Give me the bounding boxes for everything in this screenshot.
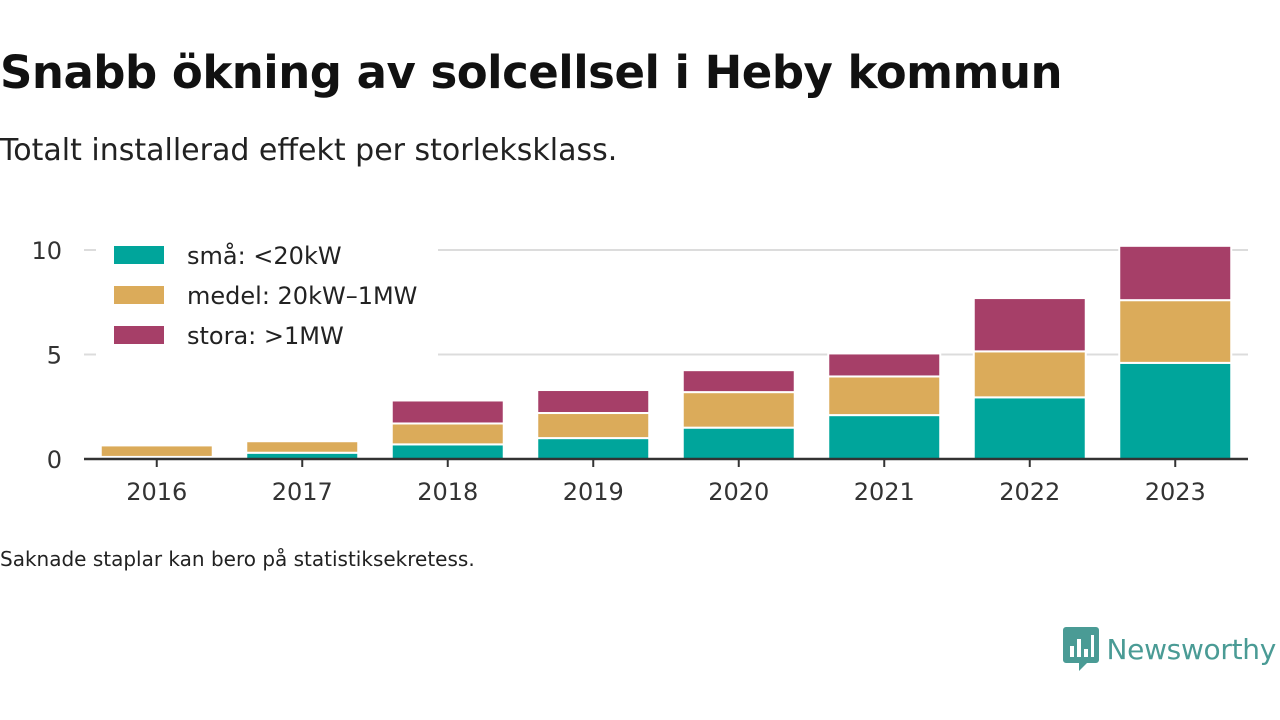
bar-segment-2023-stora xyxy=(1118,244,1233,302)
bar-segment-2022-medel xyxy=(972,350,1087,399)
bar-segment-2018-stora xyxy=(390,399,505,425)
bar-segment-2019-sma xyxy=(536,437,651,461)
bar-segment-2020-sma xyxy=(681,426,796,460)
footnote: Saknade staplar kan bero på statistiksek… xyxy=(0,547,475,571)
legend-label: stora: >1MW xyxy=(187,322,344,350)
x-tick-label: 2023 xyxy=(1145,478,1206,506)
bar-segment-2019-stora xyxy=(536,389,651,415)
brand-name: Newsworthy xyxy=(1106,632,1277,666)
bar-segment-2020-medel xyxy=(681,391,796,429)
bar-segment-2021-stora xyxy=(827,352,942,378)
x-tick-label: 2020 xyxy=(708,478,769,506)
legend-label: medel: 20kW–1MW xyxy=(187,282,417,310)
bar-segment-2017-medel xyxy=(245,440,360,454)
x-tick-label: 2018 xyxy=(417,478,478,506)
legend-swatch xyxy=(114,326,164,344)
y-axis-ticks: 0 5 10 xyxy=(31,237,62,474)
stacked-bar-chart: 0 5 10 2016 2017 2018 2019 2020 2021 2022 2023 sm… xyxy=(31,237,1248,506)
bar-segment-2019-medel xyxy=(536,412,651,440)
bar-segment-2018-sma xyxy=(390,443,505,460)
y-tick-label: 0 xyxy=(47,446,62,474)
bar-segment-2022-stora xyxy=(972,297,1087,353)
y-tick-label: 5 xyxy=(47,342,62,370)
chart-subtitle: Totalt installerad effekt per storlekskl… xyxy=(0,133,618,168)
legend-swatch xyxy=(114,286,164,304)
bar-segment-2018-medel xyxy=(390,422,505,446)
x-tick-label: 2017 xyxy=(272,478,333,506)
bar-segment-2021-sma xyxy=(827,414,942,460)
legend-label: små: <20kW xyxy=(187,241,342,270)
legend: små: <20kW medel: 20kW–1MW stora: >1MW xyxy=(96,239,438,357)
y-tick-label: 10 xyxy=(31,237,62,265)
legend-swatch xyxy=(114,246,164,264)
x-tick-label: 2016 xyxy=(126,478,187,506)
bar-segment-2023-medel xyxy=(1118,299,1233,364)
x-tick-label: 2022 xyxy=(999,478,1060,506)
bars xyxy=(99,244,1233,461)
bar-segment-2020-stora xyxy=(681,369,796,394)
chart-title: Snabb ökning av solcellsel i Heby kommun xyxy=(0,46,1063,99)
bar-segment-2022-sma xyxy=(972,396,1087,460)
x-axis-ticks: 2016 2017 2018 2019 2020 2021 2022 2023 xyxy=(126,459,1206,506)
x-tick-label: 2019 xyxy=(563,478,624,506)
bar-chart-speech-bubble-icon xyxy=(1062,627,1099,671)
newsworthy-logo: Newsworthy xyxy=(1062,626,1277,672)
bar-segment-2021-medel xyxy=(827,375,942,417)
bar-segment-2016-medel xyxy=(99,444,214,458)
bar-segment-2023-sma xyxy=(1118,361,1233,460)
x-tick-label: 2021 xyxy=(854,478,915,506)
